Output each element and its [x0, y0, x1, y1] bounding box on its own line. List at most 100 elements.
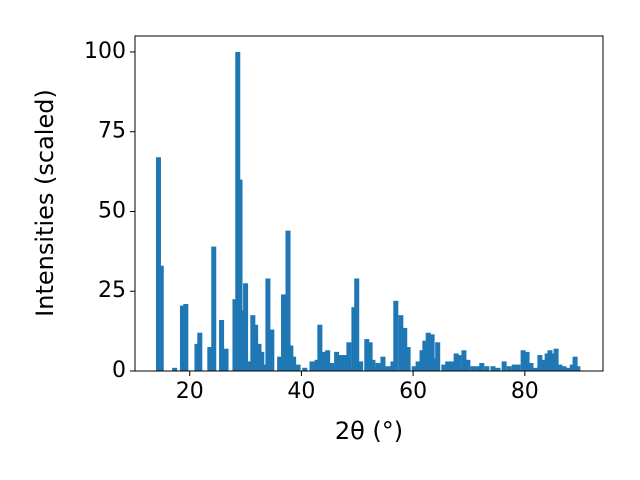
bar	[445, 361, 451, 371]
bar	[415, 361, 421, 371]
bar	[572, 356, 578, 371]
bar	[246, 361, 252, 371]
bar	[172, 367, 178, 371]
bar	[390, 361, 396, 371]
bar	[393, 300, 399, 371]
bar	[425, 332, 431, 371]
bar	[520, 350, 526, 371]
bar	[375, 363, 381, 371]
bar	[269, 329, 275, 371]
bar	[211, 246, 217, 371]
bar	[405, 347, 411, 371]
bar	[453, 353, 459, 371]
x-tick-label: 40	[287, 379, 315, 404]
bar	[544, 353, 550, 371]
x-tick-label: 80	[511, 379, 539, 404]
bar	[155, 157, 161, 371]
bar	[342, 355, 348, 371]
bar	[329, 363, 335, 371]
bar	[537, 355, 543, 371]
bar	[358, 361, 364, 371]
bar	[194, 343, 200, 371]
plot-frame	[134, 35, 604, 372]
y-tick-label: 25	[98, 278, 126, 303]
bar	[346, 342, 352, 371]
bar	[240, 310, 246, 371]
bar	[475, 366, 481, 371]
bar	[314, 359, 320, 371]
bar	[338, 355, 344, 371]
y-tick-label: 100	[84, 39, 126, 64]
bar	[285, 230, 291, 371]
bar	[528, 363, 534, 371]
bar	[511, 364, 517, 371]
bar	[490, 366, 496, 371]
y-tick-label: 75	[98, 119, 126, 144]
bar	[550, 353, 556, 371]
bar	[561, 366, 567, 371]
bar	[370, 359, 376, 371]
bar	[223, 348, 229, 371]
bar	[197, 332, 203, 371]
bar	[435, 342, 441, 371]
bar	[479, 363, 485, 371]
bar	[422, 340, 428, 371]
bar	[495, 367, 501, 371]
bar	[575, 366, 581, 371]
y-axis-label: Intensities (scaled)	[31, 89, 59, 317]
bar	[402, 327, 408, 371]
bar	[501, 361, 507, 371]
bar	[565, 367, 571, 371]
bar	[219, 319, 225, 371]
bar	[419, 350, 425, 371]
bar	[364, 339, 370, 371]
bar	[441, 364, 447, 371]
bar	[541, 359, 547, 371]
bar	[183, 304, 189, 371]
bar	[506, 366, 512, 371]
bar	[351, 307, 357, 371]
bar	[449, 361, 455, 371]
bar	[158, 265, 164, 371]
bar	[259, 351, 265, 371]
bar	[253, 324, 259, 371]
bar	[524, 351, 530, 371]
bar	[547, 350, 553, 371]
bar	[281, 294, 287, 371]
bar	[569, 364, 575, 371]
bar	[456, 355, 462, 371]
bar	[398, 315, 404, 371]
bar	[515, 364, 521, 371]
bar	[429, 334, 435, 371]
bar	[334, 351, 340, 371]
bar	[465, 359, 471, 371]
bar	[277, 356, 283, 371]
bar	[237, 179, 243, 371]
bar	[385, 366, 391, 371]
bar	[179, 305, 185, 371]
bar	[232, 299, 238, 371]
bar	[325, 350, 331, 371]
bar	[288, 345, 294, 371]
bar	[262, 364, 268, 371]
y-tick-label: 0	[112, 358, 126, 383]
bar	[291, 356, 297, 371]
x-tick-label: 60	[399, 379, 427, 404]
bar	[557, 364, 563, 371]
bar	[354, 278, 360, 371]
bar	[295, 364, 301, 371]
bar	[317, 324, 323, 371]
bar	[309, 361, 315, 371]
x-tick-label: 20	[176, 379, 204, 404]
bar	[207, 347, 213, 371]
bar	[432, 358, 438, 371]
bar	[243, 283, 249, 371]
bar	[411, 366, 417, 371]
bar	[250, 315, 256, 371]
bar	[484, 366, 490, 371]
bar	[461, 350, 467, 371]
bar	[380, 356, 386, 371]
bar	[321, 351, 327, 371]
bar	[533, 367, 539, 371]
